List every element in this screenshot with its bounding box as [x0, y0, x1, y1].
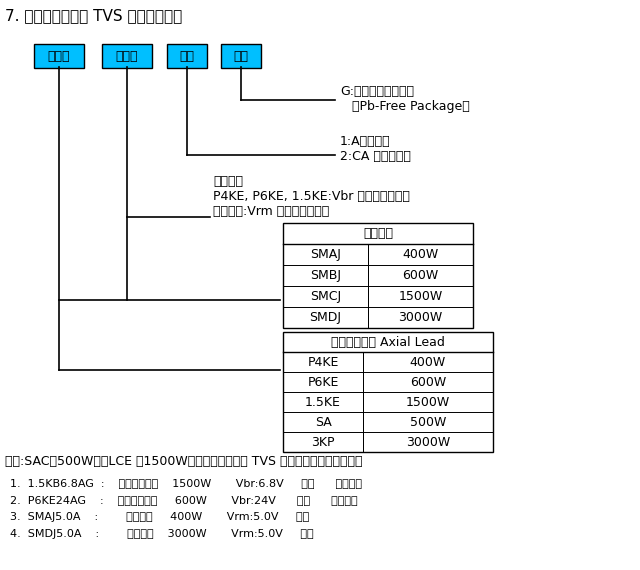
Text: 3000W: 3000W — [398, 311, 443, 324]
Text: 4.  SMDJ5.0A    :        贴片封装    3000W       Vrm:5.0V     单向: 4. SMDJ5.0A : 贴片封装 3000W Vrm:5.0V 单向 — [10, 529, 314, 539]
Text: 系列名: 系列名 — [48, 50, 70, 63]
Text: 600W: 600W — [410, 376, 446, 389]
Text: 注意:SAC（500W）、LCE （1500W）系列是低电容的 TVS 管，只有单向，没有双向: 注意:SAC（500W）、LCE （1500W）系列是低电容的 TVS 管，只有… — [5, 455, 362, 468]
Text: （Pb-Free Package）: （Pb-Free Package） — [352, 100, 470, 113]
Text: 500W: 500W — [410, 416, 446, 429]
FancyBboxPatch shape — [167, 44, 207, 68]
FancyBboxPatch shape — [34, 44, 84, 68]
FancyBboxPatch shape — [102, 44, 152, 68]
Text: 1500W: 1500W — [398, 290, 443, 303]
Text: G:后缀表示无铅封装: G:后缀表示无铅封装 — [340, 85, 414, 98]
Text: 1:A表示单向: 1:A表示单向 — [340, 135, 390, 148]
Text: 400W: 400W — [403, 248, 438, 261]
Text: SMAJ: SMAJ — [310, 248, 341, 261]
Text: 1.  1.5KB6.8AG  :    同轴引线直插    1500W       Vbr:6.8V     单向      无铅封装: 1. 1.5KB6.8AG : 同轴引线直插 1500W Vbr:6.8V 单向… — [10, 478, 362, 488]
Text: 1500W: 1500W — [406, 396, 450, 409]
FancyBboxPatch shape — [221, 44, 261, 68]
Text: 400W: 400W — [410, 356, 446, 368]
Bar — [283, 223, 473, 328]
Text: 同轴引线封装 Axial Lead: 同轴引线封装 Axial Lead — [331, 336, 445, 348]
Text: 电压值: 电压值 — [116, 50, 138, 63]
Text: 600W: 600W — [403, 269, 438, 282]
Text: 贴片封装: 贴片封装 — [363, 227, 393, 240]
Text: 其它系列:Vrm 反向断态电压值: 其它系列:Vrm 反向断态电压值 — [213, 205, 329, 218]
Text: 2.  P6KE24AG    :    同轴引线直插     600W       Vbr:24V      单向      无铅封装: 2. P6KE24AG : 同轴引线直插 600W Vbr:24V 单向 无铅封… — [10, 495, 358, 505]
Text: SMDJ: SMDJ — [310, 311, 342, 324]
Text: SMCJ: SMCJ — [310, 290, 341, 303]
Text: 1.5KE: 1.5KE — [305, 396, 341, 409]
Text: 3KP: 3KP — [311, 435, 335, 449]
Text: SMBJ: SMBJ — [310, 269, 341, 282]
Text: P6KE: P6KE — [307, 376, 339, 389]
Text: 7. 瞬态抑制二极管 TVS 的的命名法则: 7. 瞬态抑制二极管 TVS 的的命名法则 — [5, 8, 182, 23]
Bar — [283, 332, 493, 452]
Text: 3000W: 3000W — [406, 435, 450, 449]
Text: 3.  SMAJ5.0A    :        贴片封装     400W       Vrm:5.0V     单向: 3. SMAJ5.0A : 贴片封装 400W Vrm:5.0V 单向 — [10, 512, 309, 522]
Text: P4KE: P4KE — [307, 356, 339, 368]
Text: 2:CA 表示双向。: 2:CA 表示双向。 — [340, 150, 411, 163]
Text: SA: SA — [315, 416, 332, 429]
Text: 字母: 字母 — [234, 50, 248, 63]
Text: 极性: 极性 — [179, 50, 195, 63]
Text: 数字代表: 数字代表 — [213, 175, 243, 188]
Text: P4KE, P6KE, 1.5KE:Vbr 击穿电压标称值: P4KE, P6KE, 1.5KE:Vbr 击穿电压标称值 — [213, 190, 410, 203]
